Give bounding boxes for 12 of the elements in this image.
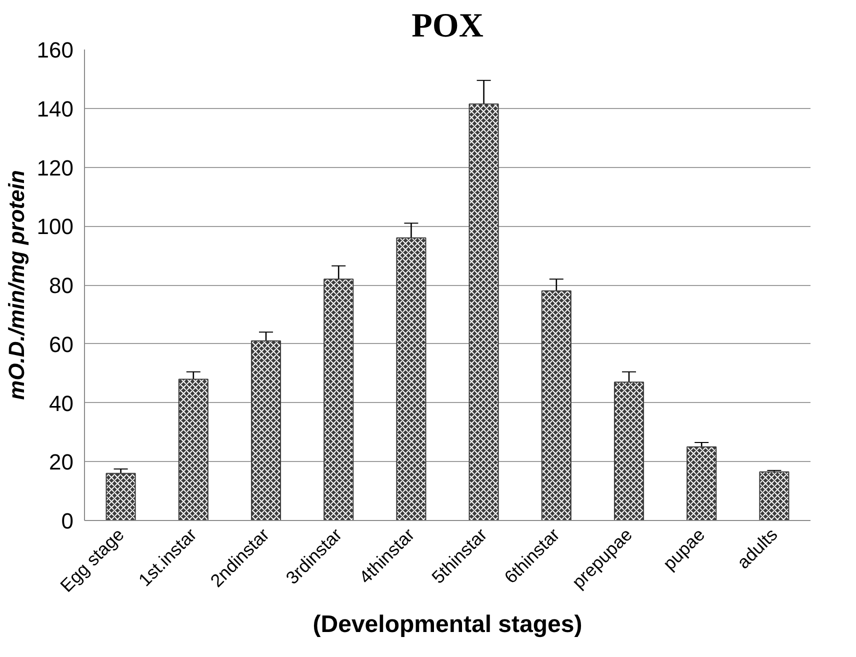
y-tick-label: 40 — [49, 390, 74, 416]
x-axis-title: (Developmental stages) — [312, 610, 582, 638]
y-tick-label: 80 — [49, 273, 74, 298]
y-tick-label: 100 — [36, 214, 74, 240]
y-tick-label: 20 — [49, 450, 74, 475]
y-tick-label: 160 — [36, 38, 74, 62]
y-tick-label: 60 — [49, 332, 74, 357]
y-tick-label: 0 — [61, 508, 74, 534]
y-tick-label: 120 — [36, 155, 74, 180]
y-axis-title: mO.D./min/mg protein — [4, 170, 29, 400]
y-tick-label: 140 — [36, 96, 74, 122]
chart-title: POX — [412, 8, 484, 44]
